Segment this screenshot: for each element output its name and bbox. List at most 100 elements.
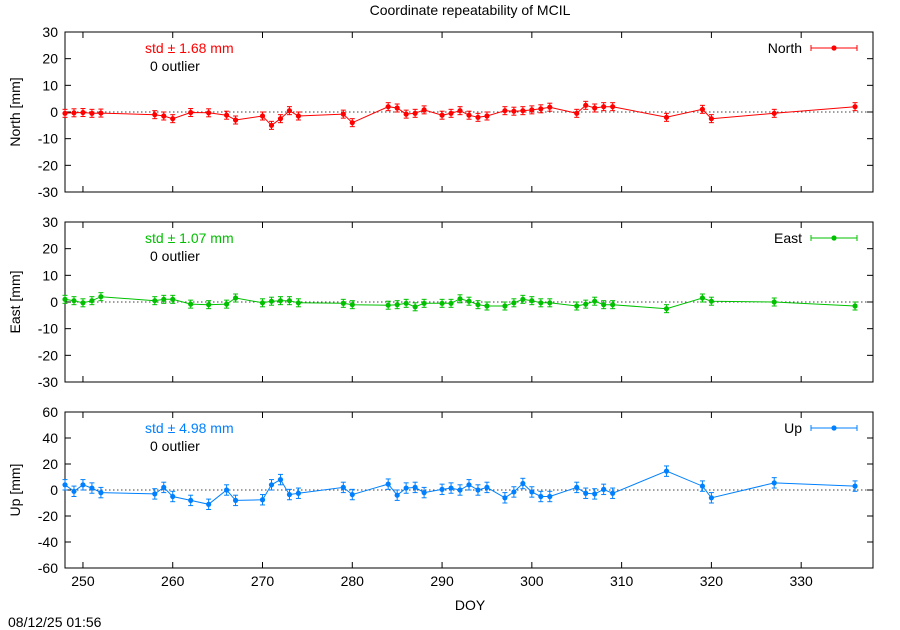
north-data-point: [475, 114, 481, 120]
north-data-point: [268, 122, 275, 128]
east-data-point: [224, 301, 230, 307]
north-data-point: [699, 106, 706, 112]
north-data-point: [529, 107, 535, 113]
north-data-point: [610, 104, 616, 110]
up-data-point: [152, 491, 158, 497]
up-data-point: [475, 487, 481, 493]
east-data-point: [520, 296, 526, 302]
north-data-point: [62, 110, 68, 116]
up-data-point: [224, 487, 230, 493]
up-data-point: [708, 495, 715, 501]
up-data-point: [538, 493, 544, 500]
x-axis-label: DOY: [455, 597, 486, 613]
up-panel: -60 -40 -20 0 20 40 60 250 260 270 280 290 300 310 320…: [7, 404, 874, 589]
up-data-point: [340, 484, 346, 490]
east-data-point: [601, 302, 607, 308]
east-legend-label: East: [774, 230, 802, 246]
east-data-point: [98, 294, 104, 300]
x-tick-label: 310: [610, 573, 634, 589]
x-tick-label: 280: [341, 573, 365, 589]
north-data-point: [188, 109, 194, 116]
north-data-point: [170, 116, 176, 122]
north-data-point: [771, 110, 777, 116]
up-data-point: [89, 485, 95, 491]
x-tick-label: 320: [700, 573, 724, 589]
x-tick-label: 270: [251, 573, 275, 589]
east-data-point: [89, 298, 95, 304]
north-data-point: [511, 108, 517, 114]
north-data-point: [708, 116, 715, 122]
east-data-point: [771, 299, 777, 305]
east-data-point: [80, 300, 86, 306]
north-outlier-label: 0 outlier: [150, 58, 200, 74]
up-data-point: [852, 483, 858, 489]
north-data-point: [71, 110, 77, 116]
east-data-point: [188, 301, 194, 307]
up-data-point: [62, 482, 68, 488]
north-y-axis-label: North [mm]: [7, 77, 23, 146]
north-data-point: [295, 113, 302, 119]
east-data-point: [161, 296, 167, 302]
north-data-point: [89, 110, 95, 116]
north-data-point: [161, 113, 167, 119]
north-data-point: [448, 110, 454, 116]
up-y-axis-label: Up [mm]: [7, 464, 23, 517]
north-data-point: [412, 110, 418, 116]
east-data-point: [583, 301, 589, 307]
east-data-point: [475, 302, 481, 308]
east-data-point: [259, 300, 266, 306]
north-data-point: [484, 113, 490, 119]
up-data-point: [80, 482, 86, 488]
up-data-point: [610, 490, 616, 496]
east-data-point: [152, 298, 158, 304]
east-data-point: [502, 303, 508, 309]
east-data-point: [277, 298, 284, 304]
up-data-point: [484, 484, 490, 490]
east-data-point: [62, 296, 68, 302]
up-data-point: [520, 480, 526, 487]
east-data-point: [403, 300, 409, 306]
east-data-point: [385, 302, 391, 308]
north-legend-label: North: [768, 40, 802, 56]
x-tick-label: 330: [789, 573, 813, 589]
north-data-point: [457, 108, 463, 114]
up-data-point: [277, 477, 284, 483]
east-data-point: [610, 302, 616, 308]
east-std-label: std ± 1.07 mm: [145, 230, 234, 246]
up-data-point: [457, 487, 463, 493]
up-y-tick-label: 60: [42, 404, 58, 420]
up-data-point: [412, 484, 418, 490]
east-data-point: [484, 303, 490, 309]
north-data-point: [349, 120, 355, 126]
north-data-point: [663, 114, 670, 120]
east-data-point: [232, 295, 239, 301]
up-data-point: [268, 482, 275, 488]
east-panel: -30 -20 -10 0 10 20 30 East [mm] std ± 1.07 mm 0 …: [7, 214, 874, 390]
east-legend-marker: [831, 235, 837, 241]
up-data-point: [170, 493, 176, 500]
up-data-point: [511, 489, 517, 495]
up-y-tick-label: -20: [38, 508, 58, 524]
east-data-point: [852, 303, 858, 309]
east-y-tick-label: 10: [42, 267, 58, 283]
up-data-point: [466, 482, 472, 488]
up-data-point: [663, 468, 670, 474]
east-data-point: [439, 300, 445, 306]
north-y-tick-label: 20: [42, 51, 58, 67]
east-y-tick-label: 30: [42, 214, 58, 230]
north-data-point: [394, 105, 400, 111]
up-y-tick-label: -60: [38, 560, 58, 576]
north-data-point: [852, 104, 858, 110]
east-y-tick-label: -10: [38, 321, 58, 337]
north-data-point: [547, 104, 553, 110]
north-data-point: [286, 108, 293, 114]
north-data-point: [601, 104, 607, 110]
timestamp: 08/12/25 01:56: [8, 614, 102, 630]
north-data-point: [206, 110, 212, 116]
up-data-point: [421, 490, 427, 496]
east-data-point: [592, 298, 598, 304]
north-data-point: [439, 112, 445, 118]
up-data-point: [583, 490, 589, 496]
east-data-point: [206, 302, 212, 308]
